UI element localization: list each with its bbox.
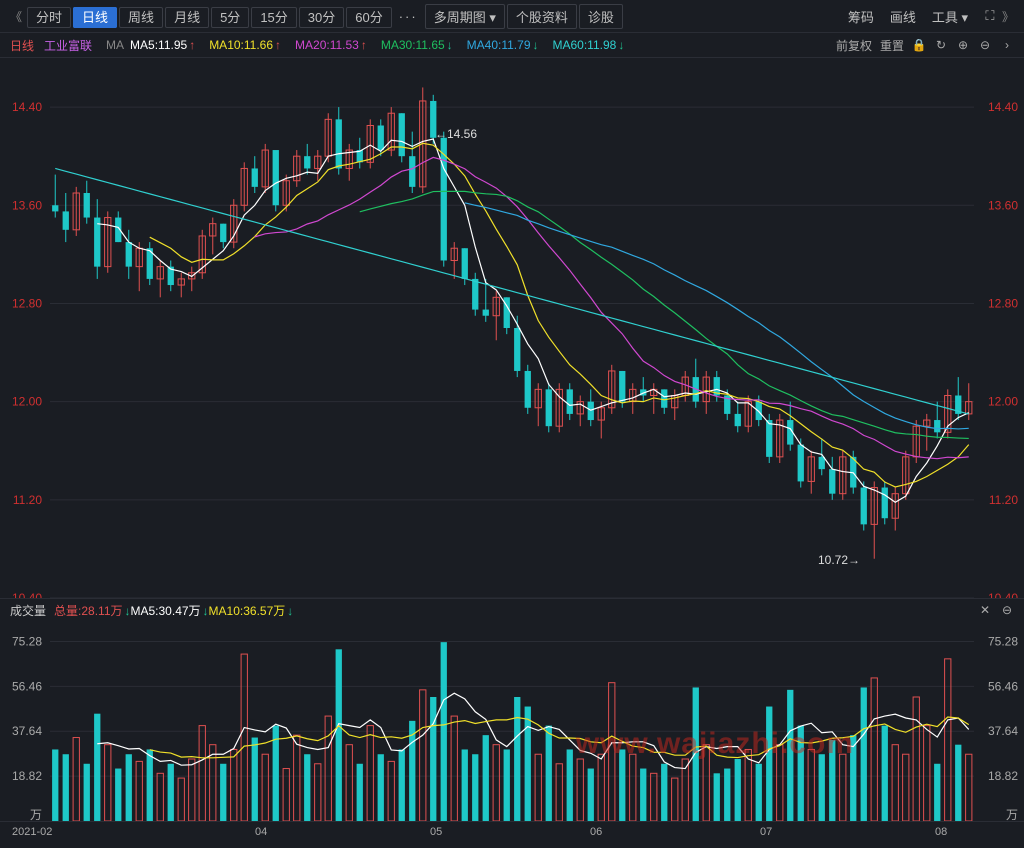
refresh-icon[interactable]: ↻	[934, 38, 948, 52]
svg-text:14.40: 14.40	[12, 100, 42, 114]
xaxis-label: 04	[255, 826, 267, 838]
ma-indicator-row: 日线 工业富联 MA MA5:11.95↑ MA10:11.66↑ MA20:11.…	[0, 33, 1024, 58]
stock-name: 工业富联	[44, 37, 92, 54]
reset-button[interactable]: 重置	[880, 37, 904, 54]
ma-value: MA60:11.98↓	[553, 38, 625, 52]
lock-icon[interactable]: 🔒	[912, 38, 926, 52]
volume-ma10: MA10:36.57万↓	[209, 602, 294, 619]
volume-header: 成交量 总量:28.11万↓ MA5:30.47万↓ MA10:36.57万↓ …	[0, 598, 1024, 621]
fq-label[interactable]: 前复权	[836, 37, 872, 54]
svg-text:12.00: 12.00	[988, 395, 1018, 409]
period-tab-30分[interactable]: 30分	[299, 7, 344, 28]
period-tab-分时[interactable]: 分时	[27, 7, 71, 28]
xaxis-label: 08	[935, 826, 947, 838]
svg-text:←14.56: ←14.56	[435, 127, 477, 141]
ma-value: MA40:11.79↓	[467, 38, 539, 52]
ma-value: MA20:11.53↑	[295, 38, 367, 52]
tool-工具 ▾[interactable]: 工具 ▾	[926, 8, 974, 27]
svg-text:75.28: 75.28	[988, 634, 1018, 648]
ma-value: MA10:11.66↑	[209, 38, 281, 52]
kline-label: 日线	[10, 37, 34, 54]
xaxis-label: 06	[590, 826, 602, 838]
stock-profile-button[interactable]: 个股资料	[507, 4, 577, 29]
svg-text:10.72→: 10.72→	[818, 553, 860, 567]
period-tab-15分[interactable]: 15分	[251, 7, 296, 28]
period-tab-日线[interactable]: 日线	[73, 7, 117, 28]
svg-text:13.60: 13.60	[12, 198, 42, 212]
ma-label: MA	[106, 38, 124, 52]
period-tab-周线[interactable]: 周线	[119, 7, 163, 28]
zoom-in-icon[interactable]: ⊕	[956, 38, 970, 52]
ma-value: MA5:11.95↑	[130, 38, 195, 52]
zoom-out-icon[interactable]: ⊖	[978, 38, 992, 52]
svg-text:12.80: 12.80	[12, 296, 42, 310]
xaxis-label: 05	[430, 826, 442, 838]
svg-text:万: 万	[30, 808, 42, 821]
top-toolbar: 《 分时日线周线月线5分15分30分60分 ··· 多周期图 ▾ 个股资料 诊股…	[0, 0, 1024, 33]
tool-筹码[interactable]: 筹码	[842, 8, 880, 27]
svg-text:11.20: 11.20	[989, 493, 1018, 507]
svg-text:56.46: 56.46	[12, 679, 42, 693]
svg-text:18.82: 18.82	[988, 769, 1018, 783]
volume-ma5: MA5:30.47万↓	[131, 602, 209, 619]
xaxis-label: 07	[760, 826, 772, 838]
ma-value: MA30:11.65↓	[381, 38, 453, 52]
svg-text:11.20: 11.20	[13, 493, 42, 507]
svg-text:10.40: 10.40	[12, 591, 42, 598]
more-periods[interactable]: ···	[393, 7, 424, 26]
watermark: www.wajiazhi.com	[576, 727, 854, 761]
svg-text:万: 万	[1006, 808, 1018, 821]
price-chart[interactable]: 10.40 10.40 11.20 11.20 12.00 12.00 12.80 12.80…	[0, 58, 1024, 598]
volume-label: 成交量	[10, 602, 46, 619]
svg-text:75.28: 75.28	[12, 634, 42, 648]
chevron-right-icon[interactable]: ›	[1000, 38, 1014, 52]
svg-text:37.64: 37.64	[988, 724, 1018, 738]
fullscreen-icon[interactable]: ⛶	[982, 8, 998, 24]
svg-text:18.82: 18.82	[12, 769, 42, 783]
diagnose-button[interactable]: 诊股	[579, 4, 623, 29]
vol-settings-icon[interactable]: ✕	[978, 603, 992, 617]
svg-text:56.46: 56.46	[988, 679, 1018, 693]
vol-close-icon[interactable]: ⊖	[1000, 603, 1014, 617]
period-tab-5分[interactable]: 5分	[211, 7, 249, 28]
volume-chart[interactable]: 18.82 18.82 37.64 37.64 56.46 56.46 75.28 75.28…	[0, 621, 1024, 821]
nav-right-icon[interactable]: 》	[998, 8, 1018, 25]
svg-text:12.00: 12.00	[12, 395, 42, 409]
xaxis-label: 2021-02	[12, 826, 52, 838]
tool-画线[interactable]: 画线	[884, 8, 922, 27]
nav-left-icon[interactable]: 《	[6, 8, 26, 25]
multi-period-dropdown[interactable]: 多周期图 ▾	[425, 4, 505, 29]
svg-text:37.64: 37.64	[12, 724, 42, 738]
time-axis: 2021-02 04 05 06 07 08	[0, 821, 1024, 848]
period-tab-60分[interactable]: 60分	[346, 7, 391, 28]
svg-text:13.60: 13.60	[988, 198, 1018, 212]
svg-text:12.80: 12.80	[988, 296, 1018, 310]
svg-text:10.40: 10.40	[988, 591, 1018, 598]
period-tab-月线[interactable]: 月线	[165, 7, 209, 28]
svg-text:14.40: 14.40	[988, 100, 1018, 114]
volume-total: 总量:28.11万↓	[54, 602, 130, 619]
